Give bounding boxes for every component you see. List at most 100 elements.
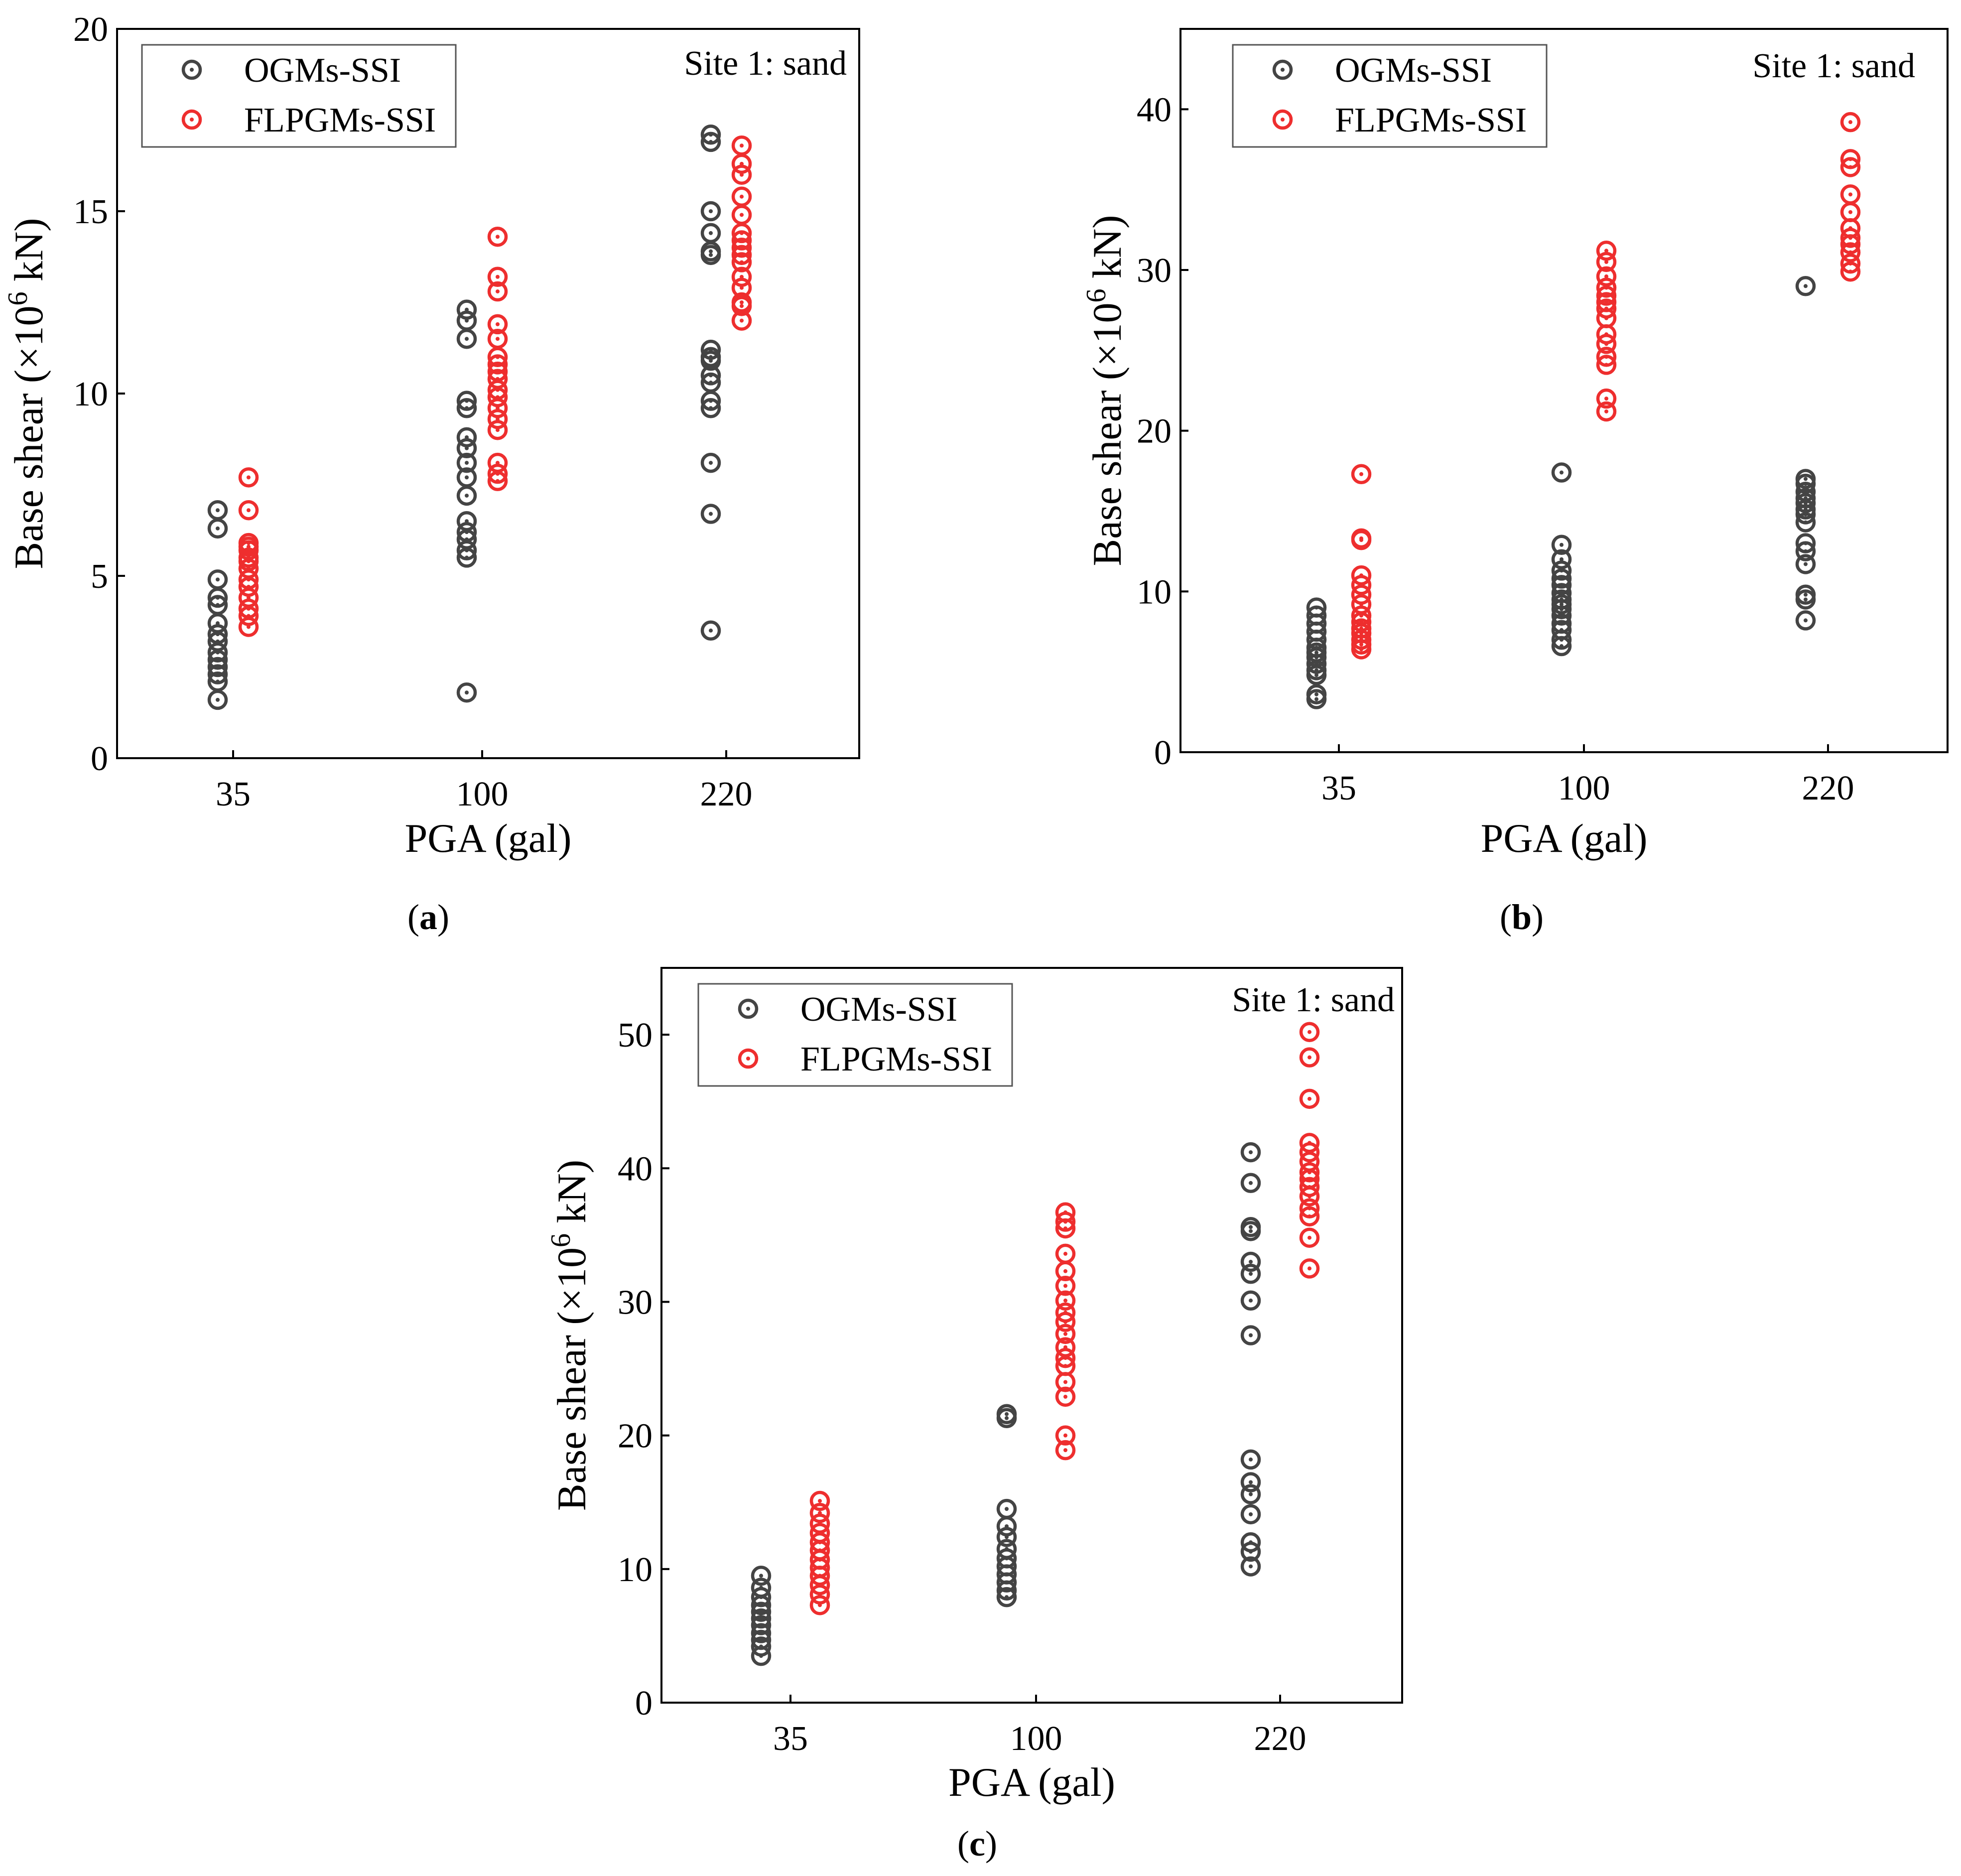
marker-dot [1848, 192, 1852, 197]
data-point-ogm [456, 547, 477, 568]
data-point-ogm [996, 1527, 1017, 1547]
marker-dot [1063, 1332, 1067, 1336]
marker-ring [751, 1565, 772, 1586]
marker-ring [1551, 636, 1572, 657]
y-tick-label: 20 [73, 10, 108, 49]
marker-dot [1249, 1225, 1253, 1229]
marker-ring [1351, 639, 1372, 660]
data-point-ogm [1551, 549, 1572, 570]
data-point-flpgm [731, 252, 752, 272]
marker-dot [709, 512, 713, 516]
marker-ring [1795, 554, 1816, 574]
data-point-flpgm [238, 500, 259, 521]
legend-marker-ogm [1272, 59, 1293, 80]
marker-dot [465, 493, 469, 498]
marker-dot [1063, 1448, 1067, 1453]
marker-ring [809, 1490, 830, 1511]
data-point-ogm [751, 1645, 772, 1666]
data-point-flpgm [1596, 401, 1617, 422]
legend-label-flpgm: FLPGMs-SSI [800, 1040, 992, 1078]
marker-ring [1306, 654, 1327, 674]
marker-ring [1795, 276, 1816, 296]
data-point-ogm [456, 328, 477, 349]
data-point-ogm [700, 504, 721, 524]
marker-dot [1604, 397, 1608, 401]
marker-ring [1596, 252, 1617, 272]
data-point-ogm [456, 452, 477, 473]
panel-label: (b) [1500, 897, 1544, 937]
marker-dot [1307, 1030, 1311, 1034]
marker-ring [1840, 261, 1861, 282]
marker-ring [1055, 1440, 1076, 1461]
marker-dot [1359, 642, 1363, 647]
marker-dot [216, 508, 220, 513]
marker-ring [1240, 1251, 1261, 1272]
marker-dot [1307, 1235, 1311, 1240]
marker-ring [1240, 1449, 1261, 1470]
site-annotation: Site 1: sand [1752, 47, 1915, 85]
data-point-ogm [700, 620, 721, 641]
legend-marker-dot [746, 1007, 750, 1011]
marker-ring [1551, 462, 1572, 483]
data-point-ogm [1240, 1556, 1261, 1577]
y-tick-label: 20 [1137, 412, 1172, 451]
plot-frame [1179, 28, 1949, 753]
marker-dot [1307, 1266, 1311, 1271]
marker-dot [465, 475, 469, 480]
marker-dot [1249, 1457, 1253, 1462]
marker-dot [1063, 1298, 1067, 1303]
data-point-flpgm [731, 135, 752, 156]
data-point-flpgm [1840, 112, 1861, 133]
marker-dot [740, 172, 744, 177]
marker-ring [456, 299, 477, 320]
chart-panel-c: 0 10 20 30 40 50 35 100 220 PGA (gal) Base shear (… [545, 967, 1403, 1864]
x-tick-label: 220 [1254, 1720, 1307, 1758]
marker-dot [496, 479, 500, 483]
x-tick-label: 35 [1321, 769, 1356, 807]
y-tick-label: 10 [73, 375, 108, 413]
marker-ring [1795, 493, 1816, 514]
data-point-flpgm [731, 310, 752, 331]
marker-dot [1359, 538, 1363, 542]
data-point-flpgm [1055, 1243, 1076, 1264]
marker-ring [700, 350, 721, 371]
marker-dot [1249, 1512, 1253, 1516]
marker-ring [1240, 1263, 1261, 1284]
x-axis-title: PGA (gal) [948, 1759, 1115, 1805]
marker-ring [456, 427, 477, 448]
marker-dot [1848, 210, 1852, 214]
data-point-flpgm [1299, 1088, 1320, 1109]
data-point-ogm [1240, 1263, 1261, 1284]
marker-ring [1596, 266, 1617, 287]
data-point-flpgm [1351, 639, 1372, 660]
marker-dot [1063, 1320, 1067, 1324]
marker-ring [1055, 1372, 1076, 1392]
marker-dot [1249, 1260, 1253, 1264]
marker-dot [1249, 1492, 1253, 1496]
data-point-ogm [1240, 1449, 1261, 1470]
marker-dot [1063, 1364, 1067, 1368]
marker-ring [1240, 1556, 1261, 1577]
marker-ring [1055, 1261, 1076, 1282]
data-point-ogm [700, 452, 721, 473]
data-point-flpgm [1299, 1047, 1320, 1068]
marker-ring [1055, 1324, 1076, 1344]
y-tick-label: 10 [1137, 573, 1172, 611]
marker-dot [1314, 697, 1318, 701]
data-point-flpgm [1055, 1386, 1076, 1407]
data-point-ogm [1551, 462, 1572, 483]
marker-dot [1314, 692, 1318, 696]
data-point-ogm [207, 518, 228, 539]
marker-dot [1005, 1507, 1009, 1511]
marker-ring [1306, 665, 1327, 685]
data-point-flpgm [1299, 1186, 1320, 1206]
marker-dot [216, 577, 220, 582]
marker-ring [1840, 228, 1861, 248]
data-point-flpgm [1840, 184, 1861, 205]
marker-ring [1840, 112, 1861, 133]
x-tick-label: 100 [456, 775, 509, 813]
marker-dot [465, 318, 469, 323]
marker-ring [456, 328, 477, 349]
legend-marker-dot [190, 68, 194, 72]
marker-dot [216, 679, 220, 684]
